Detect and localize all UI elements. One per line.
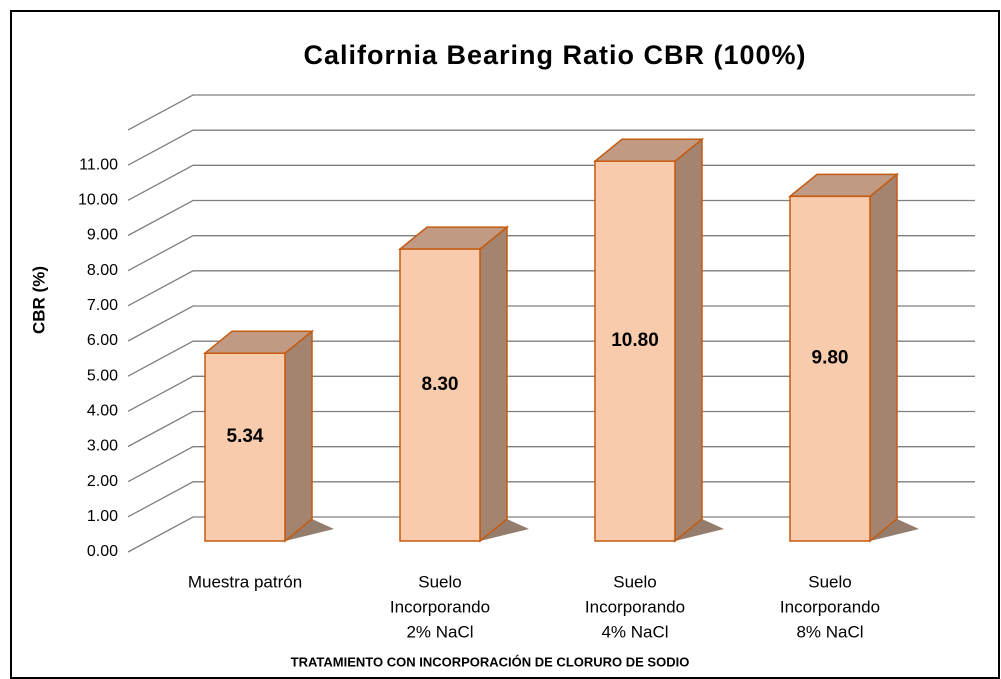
grid-line (127, 410, 975, 448)
data-label: 10.80 (611, 330, 659, 351)
grid-line (127, 129, 975, 166)
grid-line (127, 305, 975, 342)
y-tick-label: 0.00 (87, 543, 118, 560)
bar-shadow (285, 519, 334, 541)
bar-side (284, 329, 313, 543)
x-tick-label: Muestra patrón (188, 572, 302, 591)
y-tick-label: 10.00 (78, 192, 118, 209)
bar-side (479, 225, 508, 543)
bar-shadow (870, 519, 919, 541)
grid-line (127, 340, 975, 377)
x-tick-label: Suelo (613, 572, 656, 591)
data-label: 8.30 (422, 374, 459, 395)
bar-side (869, 172, 898, 543)
x-tick-label: 8% NaCl (796, 622, 863, 641)
grid-line (127, 199, 975, 237)
y-tick-label: 1.00 (87, 508, 118, 525)
x-tick-label: Suelo (808, 572, 851, 591)
y-tick-label: 7.00 (87, 297, 118, 314)
y-tick-label: 8.00 (87, 262, 118, 279)
bar-side (674, 137, 703, 543)
data-label: 9.80 (812, 348, 849, 369)
x-tick-label: 4% NaCl (601, 622, 668, 641)
x-axis-title: TRATAMIENTO CON INCORPORACIÓN DE CLORURO… (291, 654, 690, 669)
bar-shadow (480, 519, 529, 541)
x-tick-label: Incorporando (780, 597, 880, 616)
bar (789, 195, 871, 542)
data-label: 5.34 (227, 426, 264, 447)
bar (399, 248, 481, 542)
grid-line (127, 446, 975, 483)
bar (204, 352, 286, 542)
y-tick-label: 5.00 (87, 367, 118, 384)
grid-line (127, 375, 975, 412)
grid-line (127, 164, 975, 201)
y-tick-label: 6.00 (87, 332, 118, 349)
y-tick-label: 4.00 (87, 403, 118, 420)
y-axis-title: CBR (%) (29, 266, 48, 334)
bar (594, 160, 676, 542)
y-tick-label: 2.00 (87, 473, 118, 490)
x-tick-label: Incorporando (390, 597, 490, 616)
grid-line (127, 94, 975, 131)
grid-line (127, 516, 975, 553)
chart-title: California Bearing Ratio CBR (100%) (303, 40, 806, 70)
x-tick-label: Suelo (418, 572, 461, 591)
y-tick-label: 3.00 (87, 438, 118, 455)
x-tick-label: 2% NaCl (406, 622, 473, 641)
grid-line (127, 481, 975, 518)
y-tick-label: 11.00 (79, 156, 118, 173)
y-tick-label: 9.00 (87, 227, 118, 244)
bar-shadow (675, 519, 724, 541)
grid-line (127, 235, 975, 272)
grid-line (127, 270, 975, 307)
x-tick-label: Incorporando (585, 597, 685, 616)
